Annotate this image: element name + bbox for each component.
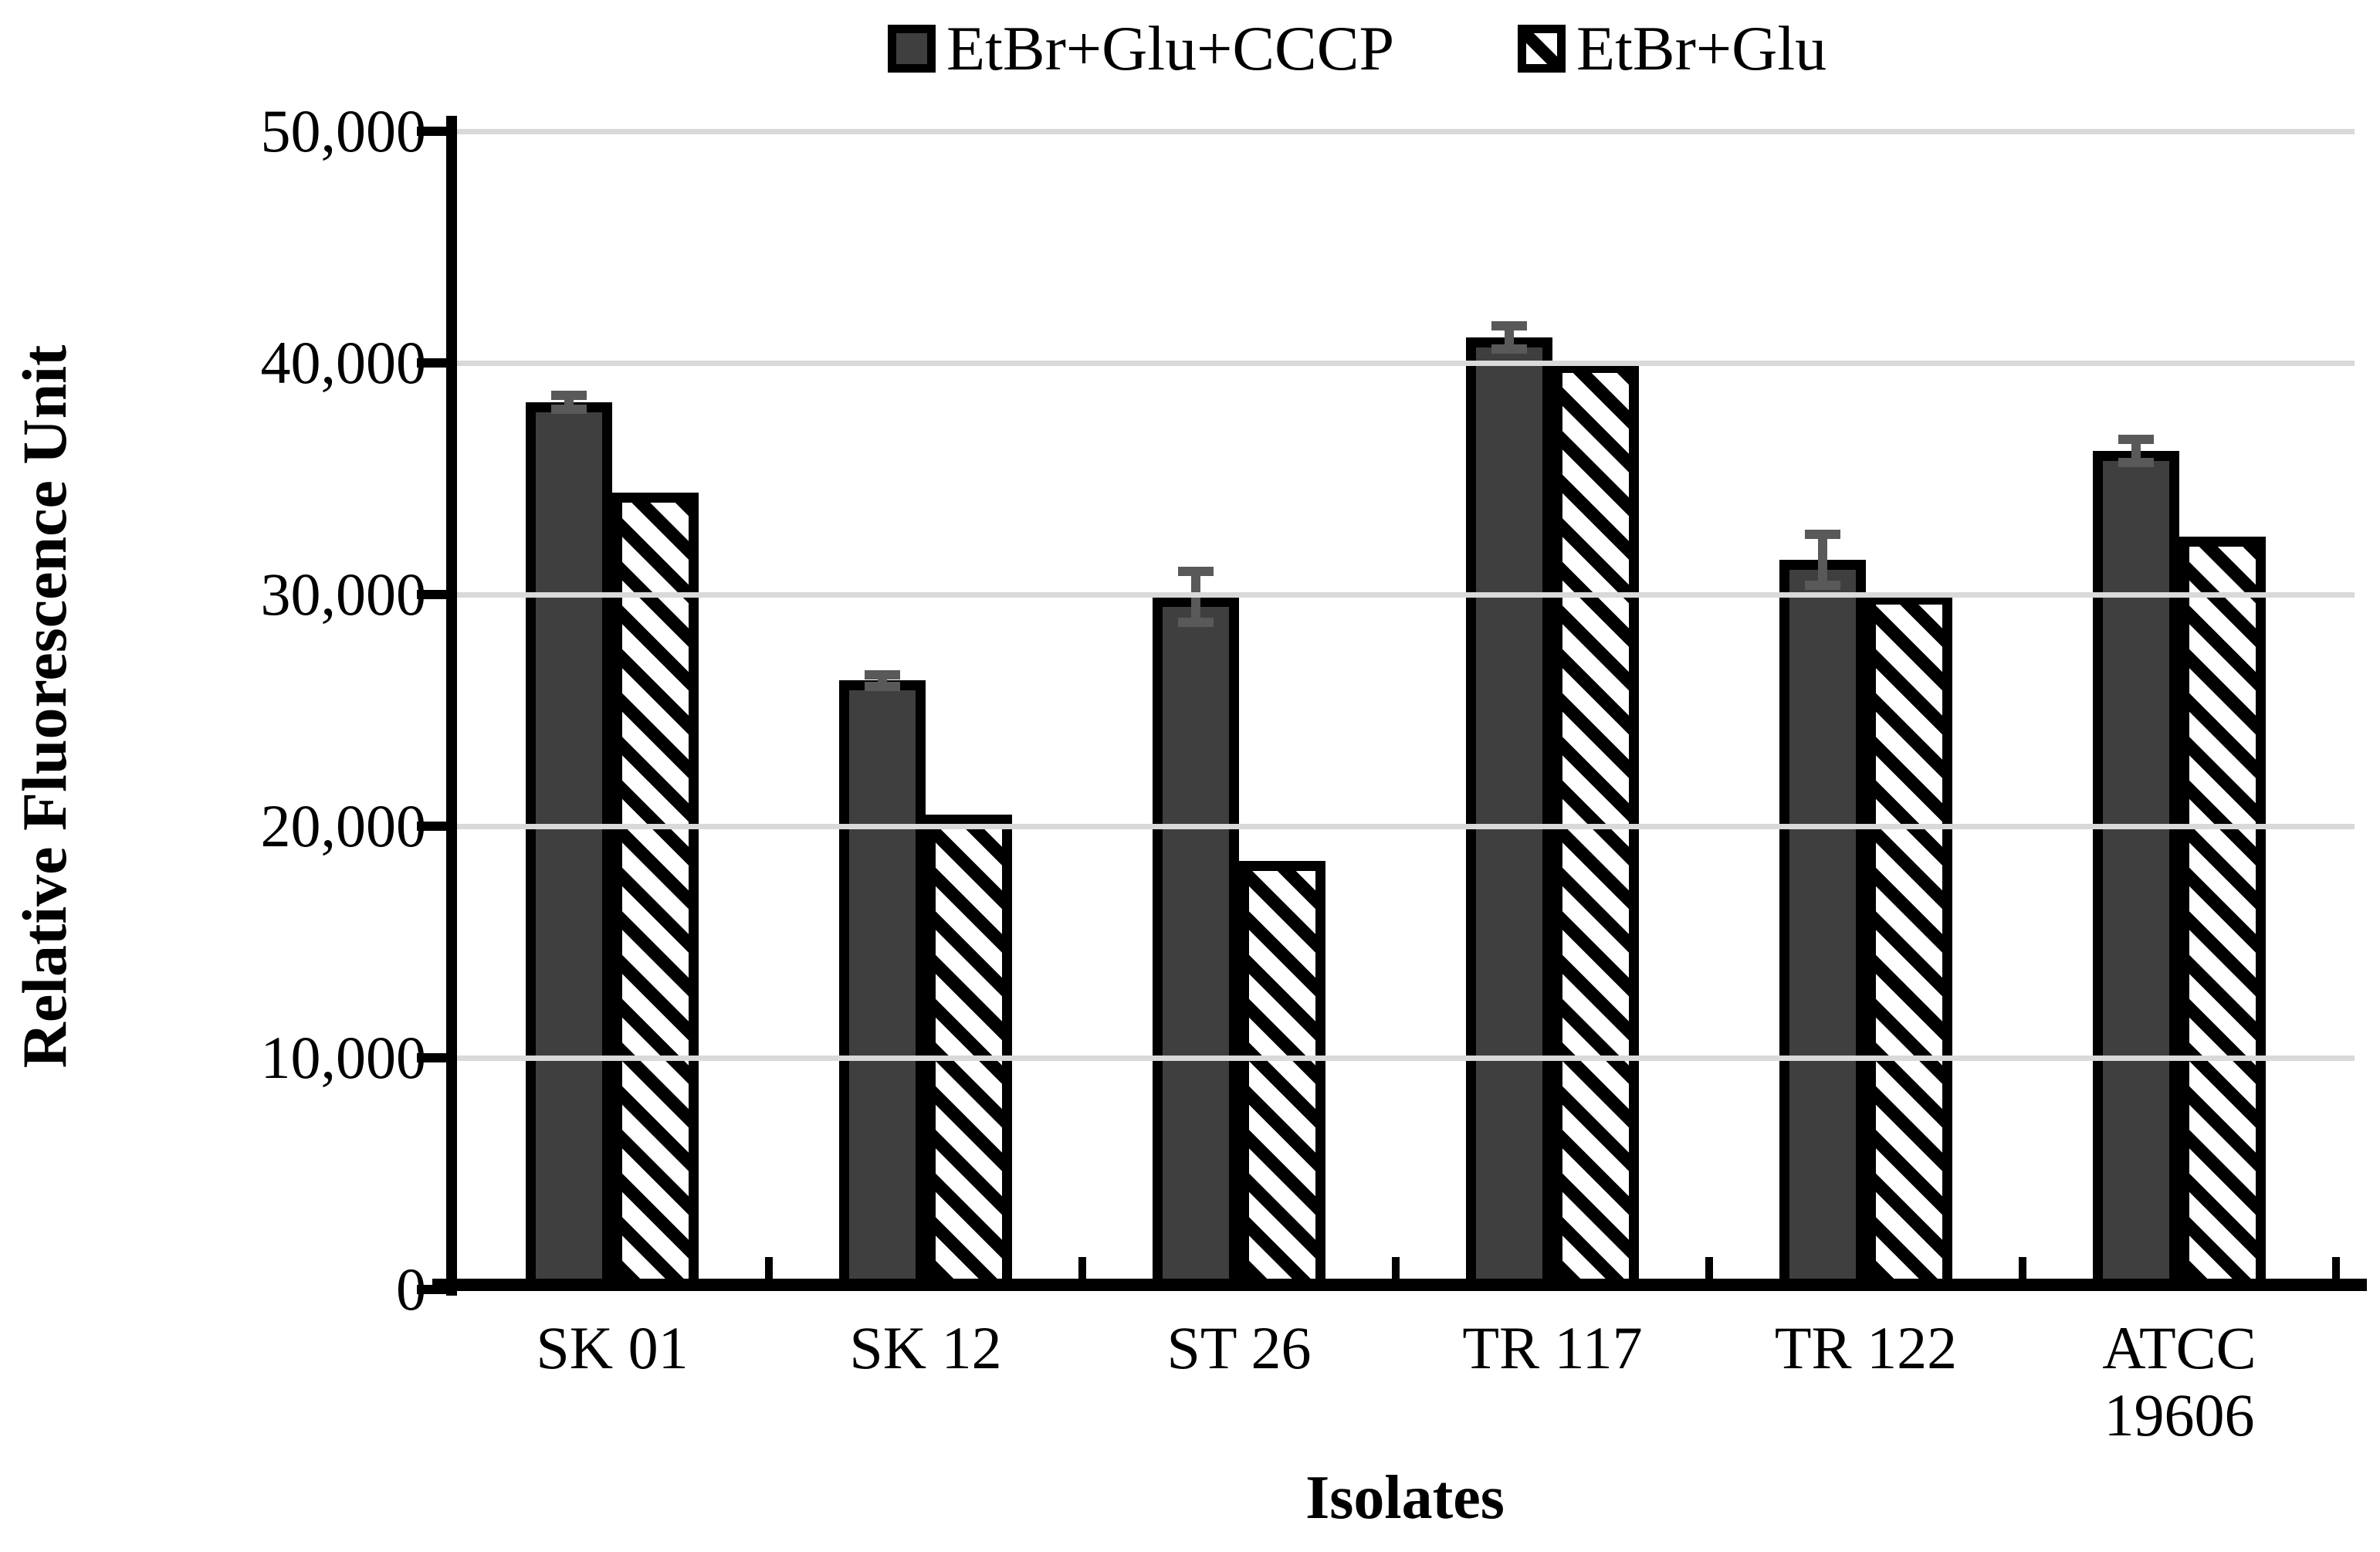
y-axis-line (446, 116, 457, 1296)
error-bar-whisker (1818, 534, 1827, 585)
bar-hatched (926, 815, 1012, 1289)
y-tick-label: 50,000 (260, 97, 427, 164)
bar-solid (1153, 597, 1239, 1289)
bar-group (1709, 131, 2023, 1289)
x-category-label: TR 117 (1462, 1314, 1643, 1381)
bar-solid (526, 402, 612, 1289)
y-tick-label: 20,000 (260, 792, 427, 859)
bar-solid (1779, 560, 1866, 1289)
error-bar-whisker (1505, 326, 1514, 349)
x-category-label: SK 01 (536, 1314, 689, 1381)
y-axis-title: Relative Fluorescence Unit (9, 344, 80, 1069)
error-bar-cap (1178, 618, 1214, 627)
bar-hatched (612, 493, 699, 1289)
x-axis-tick (1705, 1257, 1713, 1279)
error-bar-cap (551, 391, 587, 400)
error-bar-cap (2118, 435, 2154, 444)
y-axis-tick (417, 1285, 457, 1294)
bar-solid (839, 680, 926, 1289)
error-bar-whisker (2131, 439, 2141, 463)
x-category-label: SK 12 (849, 1314, 1002, 1381)
x-axis-tick (2019, 1257, 2026, 1279)
x-axis-line (432, 1279, 2367, 1291)
error-bar-cap (551, 405, 587, 414)
x-category-label: ATCC 19606 (2102, 1314, 2256, 1449)
y-axis-tick (417, 127, 457, 136)
legend-label-solid: EtBr+Glu+CCCP (946, 13, 1395, 83)
error-bar-cap (1805, 581, 1840, 590)
error-bar-cap (1491, 321, 1527, 330)
gridline (457, 1056, 2355, 1061)
x-axis-tick (1392, 1257, 1400, 1279)
y-tick-label: 30,000 (260, 561, 427, 628)
bar-group (2023, 131, 2336, 1289)
y-axis-tick (417, 1053, 457, 1062)
legend-item-solid: EtBr+Glu+CCCP (888, 17, 1394, 80)
error-bar-cap (865, 681, 900, 691)
x-axis-tick (2332, 1257, 2340, 1279)
gridline (457, 361, 2355, 366)
error-bar-cap (865, 669, 900, 679)
bar-group (1082, 131, 1396, 1289)
gridline (457, 592, 2355, 598)
bar-group (455, 131, 769, 1289)
y-axis-tick (417, 822, 457, 831)
y-axis-tick (417, 590, 457, 599)
bar-solid (1466, 337, 1552, 1289)
x-category-label: ST 26 (1166, 1314, 1312, 1381)
error-bar-cap (1491, 344, 1527, 354)
gridline (457, 129, 2355, 134)
bar-hatched (2179, 537, 2266, 1289)
bar-solid (2093, 451, 2179, 1289)
y-tick-label: 40,000 (260, 329, 427, 396)
bar-group (769, 131, 1082, 1289)
bar-group (1396, 131, 1709, 1289)
error-bar-cap (1178, 567, 1214, 576)
legend-swatch-hatched-icon (1518, 25, 1566, 73)
legend-item-hatched: EtBr+Glu (1518, 17, 1826, 80)
legend-label-hatched: EtBr+Glu (1576, 13, 1827, 83)
y-tick-label: 10,000 (260, 1024, 427, 1091)
y-tick-label: 0 (396, 1255, 426, 1323)
x-axis-tick (765, 1257, 773, 1279)
gridline (457, 824, 2355, 829)
bar-hatched (1866, 595, 1952, 1289)
legend: EtBr+Glu+CCCP EtBr+Glu (888, 17, 1826, 80)
error-bar-cap (2118, 458, 2154, 467)
x-axis-title: Isolates (1305, 1464, 1505, 1532)
error-bar-cap (1805, 530, 1840, 539)
bar-hatched (1239, 861, 1325, 1289)
x-category-label: TR 122 (1774, 1314, 1958, 1381)
x-axis-tick (1078, 1257, 1086, 1279)
legend-swatch-solid-icon (888, 25, 936, 73)
y-axis-tick (417, 358, 457, 368)
